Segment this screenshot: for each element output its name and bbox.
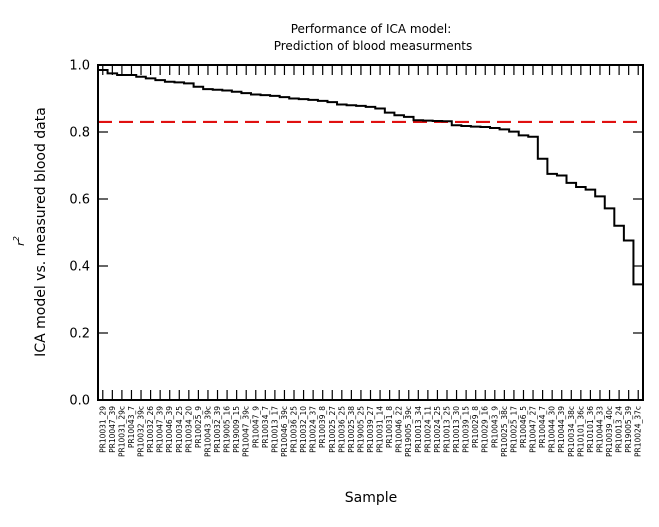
x-tick-label: PR10047_9 xyxy=(251,406,260,448)
x-tick-label: PR10025_27 xyxy=(328,406,337,453)
x-tick-label: PR10046_22 xyxy=(395,406,404,453)
x-tick-label: PR10034_25 xyxy=(175,406,184,453)
y-tick-label: 0.8 xyxy=(69,126,90,141)
y-tick-label: 0.2 xyxy=(69,327,90,342)
x-tick-label: PR10024_25 xyxy=(433,406,442,453)
y-axis-sublabel: r2 xyxy=(12,236,27,246)
x-tick-label: PR10013_24 xyxy=(615,406,624,453)
x-tick-label: PR10034_38c xyxy=(567,406,576,457)
x-tick-label: PR10013_25 xyxy=(442,406,451,453)
plot-area xyxy=(98,69,643,286)
y-tick-label: 0.6 xyxy=(69,193,90,208)
x-tick-label: PR10046_39 xyxy=(165,406,174,453)
x-tick-label: PR10044_7 xyxy=(538,406,547,448)
y-tick-label: 0.4 xyxy=(69,260,90,275)
y-tick-label: 1.0 xyxy=(69,59,90,74)
x-tick-label: PR10031_8 xyxy=(385,406,394,448)
x-tick-label: PR10043_7 xyxy=(127,406,136,448)
x-tick-label: PR10024_37 xyxy=(309,406,318,453)
x-tick-label: PR10032_26 xyxy=(146,406,155,453)
x-tick-label: PR10013_17 xyxy=(270,406,279,453)
x-tick-label: PR19005_16 xyxy=(223,406,232,453)
x-tick-label: PR10031_14 xyxy=(376,406,385,453)
x-tick-label: PR10025_17 xyxy=(509,406,518,453)
x-tick-label: PR19009_15 xyxy=(232,406,241,453)
x-tick-label: PR10101_36c xyxy=(576,406,585,457)
x-tick-label: PR10046_39c xyxy=(280,406,289,457)
x-axis-ticks: PR10031_29 PR10047_39 PR10031_29c PR10043_7… xyxy=(98,65,643,457)
x-tick-label: PR10025_38c xyxy=(500,406,509,457)
x-tick-label: PR10044_33 xyxy=(595,406,604,453)
x-tick-label: PR10013_34 xyxy=(414,406,423,453)
x-tick-label: PR10039_8 xyxy=(318,406,327,448)
x-tick-label: PR10039_27 xyxy=(366,406,375,453)
x-tick-label: PR10025_38 xyxy=(347,406,356,453)
x-tick-label: PR10047_39 xyxy=(108,406,117,453)
x-tick-label: PR10029_16 xyxy=(481,406,490,453)
x-tick-label: PR10044_39 xyxy=(557,406,566,453)
x-tick-label: PR10043_9 xyxy=(490,406,499,448)
chart-title: Performance of ICA model: xyxy=(291,22,452,36)
x-tick-label: PR10047_39c xyxy=(242,406,251,457)
x-tick-label: PR10036_25 xyxy=(337,406,346,453)
x-tick-label: PR10029_8 xyxy=(471,406,480,448)
x-tick-label: PR10013_30 xyxy=(452,406,461,453)
x-tick-label: PR10039_40c xyxy=(605,406,614,457)
plot-frame xyxy=(97,64,644,401)
x-tick-label: PR10046_5 xyxy=(519,406,528,448)
chart-subtitle: Prediction of blood measurments xyxy=(274,39,473,53)
x-tick-label: PR10024_37c xyxy=(634,406,643,457)
y-tick-label: 0.0 xyxy=(69,394,90,409)
x-tick-label: PR10032_39c xyxy=(137,406,146,457)
x-tick-label: PR10032_10 xyxy=(299,406,308,453)
x-tick-label: PR10044_30 xyxy=(548,406,557,453)
x-tick-label: PR10032_39 xyxy=(213,406,222,453)
x-tick-label: PR10101_36 xyxy=(586,406,595,453)
x-tick-label: PR10039_15 xyxy=(462,406,471,453)
x-tick-label: PR10043_39c xyxy=(203,406,212,457)
x-tick-label: PR19005_39c xyxy=(404,406,413,457)
y-axis-sublabel-group: r2 xyxy=(12,236,27,246)
x-tick-label: PR19005_39 xyxy=(624,406,633,453)
x-tick-label: PR10024_11 xyxy=(423,406,432,453)
x-tick-label: PR10031_29 xyxy=(98,406,107,453)
x-tick-label: PR10047_27 xyxy=(529,406,538,453)
x-tick-label: PR10047_39 xyxy=(156,406,165,453)
x-tick-label: PR10031_29c xyxy=(117,406,126,457)
x-tick-label: PR19005_25 xyxy=(356,406,365,453)
r2-step-series xyxy=(98,69,643,286)
x-tick-label: PR10025_9 xyxy=(194,406,203,448)
y-axis-label: ICA model vs. measured blood data xyxy=(33,107,49,357)
y-axis-sublabel-r: r xyxy=(14,240,27,246)
x-axis-label: Sample xyxy=(345,490,398,506)
y-axis-ticks: 0.0 0.2 0.4 0.6 0.8 1.0 xyxy=(69,59,643,409)
x-tick-label: PR10034_7 xyxy=(261,406,270,448)
y-axis-sublabel-sup: 2 xyxy=(12,236,21,241)
x-tick-label: PR10034_20 xyxy=(184,406,193,453)
x-tick-label: PR10036_25 xyxy=(290,406,299,453)
y-axis-label-group: ICA model vs. measured blood data xyxy=(33,107,49,357)
